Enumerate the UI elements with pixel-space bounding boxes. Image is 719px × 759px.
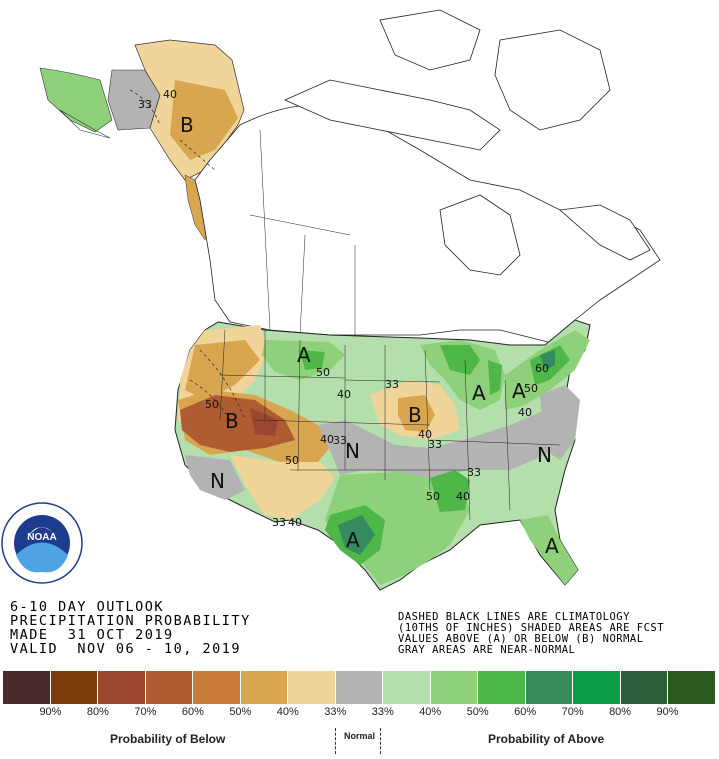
legend-tick: 40%	[276, 706, 299, 718]
legend-swatch	[240, 671, 289, 704]
legend-swatch	[145, 671, 194, 704]
outlook-map: B 40 33 B 50 50 N A 50 40 33 40 33 N B 4…	[1, 9, 661, 591]
legend-tick: 40%	[419, 706, 442, 718]
above-caption: Probability of Above	[488, 732, 605, 746]
texas-40-label: 40	[288, 516, 302, 529]
legend-swatch	[193, 671, 241, 704]
east-33-label: 33	[467, 466, 481, 479]
legend-swatch	[620, 671, 669, 704]
map-labels: B 40 33 B 50 50 N A 50 40 33 40 33 N B 4…	[138, 88, 559, 558]
title-block: 6-10 DAY OUTLOOK PRECIPITATION PROBABILIT…	[10, 600, 251, 656]
legend-tick: 70%	[134, 706, 157, 718]
iowa-40-label: 40	[418, 428, 432, 441]
fl-a-label: A	[545, 534, 559, 558]
legend-tick: 70%	[561, 706, 584, 718]
legend-tick: 80%	[86, 706, 109, 718]
climatology-lines	[129, 89, 246, 421]
legend-swatch	[288, 671, 336, 704]
title-line-4: VALID NOV 06 - 10, 2019	[10, 641, 242, 657]
west-n-label: N	[210, 469, 225, 493]
ne-40-label: 40	[518, 406, 532, 419]
legend-tick: 60%	[514, 706, 537, 718]
iowa-b-label: B	[408, 403, 422, 427]
legend-color-bar	[3, 671, 715, 704]
legend-tick: 33%	[324, 706, 347, 718]
south-50-label: 50	[426, 490, 440, 503]
legend-ticks: 90% 80% 70% 60% 50% 40% 33% 33% 40% 50% 60% 70% 80% 9…	[3, 706, 715, 720]
texas-a-label: A	[346, 528, 360, 552]
legend-tick: 60%	[181, 706, 204, 718]
west-50-label: 50	[205, 398, 219, 411]
west-b-label: B	[225, 409, 239, 433]
west-50b-label: 50	[285, 454, 299, 467]
note-line-1: DASHED BLACK LINES ARE CLIMATOLOGY	[398, 611, 630, 623]
lakes-a-label: A	[472, 381, 486, 405]
alaska-33-label: 33	[138, 98, 152, 111]
title-line-1: 6-10 DAY OUTLOOK	[10, 599, 165, 615]
legend-tick: 80%	[609, 706, 632, 718]
legend-tick: 50%	[466, 706, 489, 718]
note-line-2: (10THS OF INCHES) SHADED AREAS ARE FCST	[398, 622, 665, 634]
legend-swatch	[98, 671, 146, 704]
legend-swatch	[50, 671, 99, 704]
canada-region	[194, 9, 661, 346]
alaska-40-label: 40	[163, 88, 177, 101]
legend-swatch	[668, 671, 715, 704]
legend-swatch	[3, 671, 51, 704]
plains-n-label: N	[345, 439, 360, 463]
ne-a-label: A	[512, 379, 526, 403]
note-block: DASHED BLACK LINES ARE CLIMATOLOGY (10THS…	[398, 612, 664, 656]
legend-swatch	[478, 671, 526, 704]
plains-40b-label: 40	[320, 433, 334, 446]
below-caption: Probability of Below	[110, 732, 226, 746]
plains-33b-label: 33	[333, 434, 347, 447]
normal-bracket	[335, 728, 381, 754]
ne-60-label: 60	[535, 362, 549, 375]
legend-captions: Probability of Below Normal Probability …	[0, 728, 719, 758]
noaa-logo: NOAA	[1, 502, 83, 584]
legend-swatch	[573, 671, 621, 704]
legend-swatch	[430, 671, 479, 704]
conus-region	[174, 319, 591, 591]
plains-40-label: 40	[337, 388, 351, 401]
plains-50-label: 50	[316, 366, 330, 379]
east-n-label: N	[537, 443, 552, 467]
ne-50-label: 50	[524, 382, 538, 395]
south-40-label: 40	[456, 490, 470, 503]
legend-swatch	[525, 671, 574, 704]
legend-swatch	[383, 671, 431, 704]
normal-caption: Normal	[344, 731, 376, 741]
plains-33-label: 33	[385, 378, 399, 391]
title-line-3: MADE 31 OCT 2019	[10, 627, 174, 643]
state-borders	[219, 329, 561, 521]
legend-tick: 50%	[229, 706, 252, 718]
alaska-b-label: B	[180, 113, 194, 137]
texas-33-label: 33	[272, 516, 286, 529]
legend-tick: 90%	[39, 706, 62, 718]
plains-a-label: A	[297, 343, 311, 367]
legend-swatch	[335, 671, 384, 704]
title-line-2: PRECIPITATION PROBABILITY	[10, 613, 251, 629]
iowa-33-label: 33	[428, 438, 442, 451]
note-line-4: GRAY AREAS ARE NEAR-NORMAL	[398, 644, 576, 656]
noaa-logo-text: NOAA	[27, 532, 56, 543]
legend-tick: 33%	[371, 706, 394, 718]
legend-tick: 90%	[656, 706, 679, 718]
note-line-3: VALUES ABOVE (A) OR BELOW (B) NORMAL	[398, 633, 644, 645]
